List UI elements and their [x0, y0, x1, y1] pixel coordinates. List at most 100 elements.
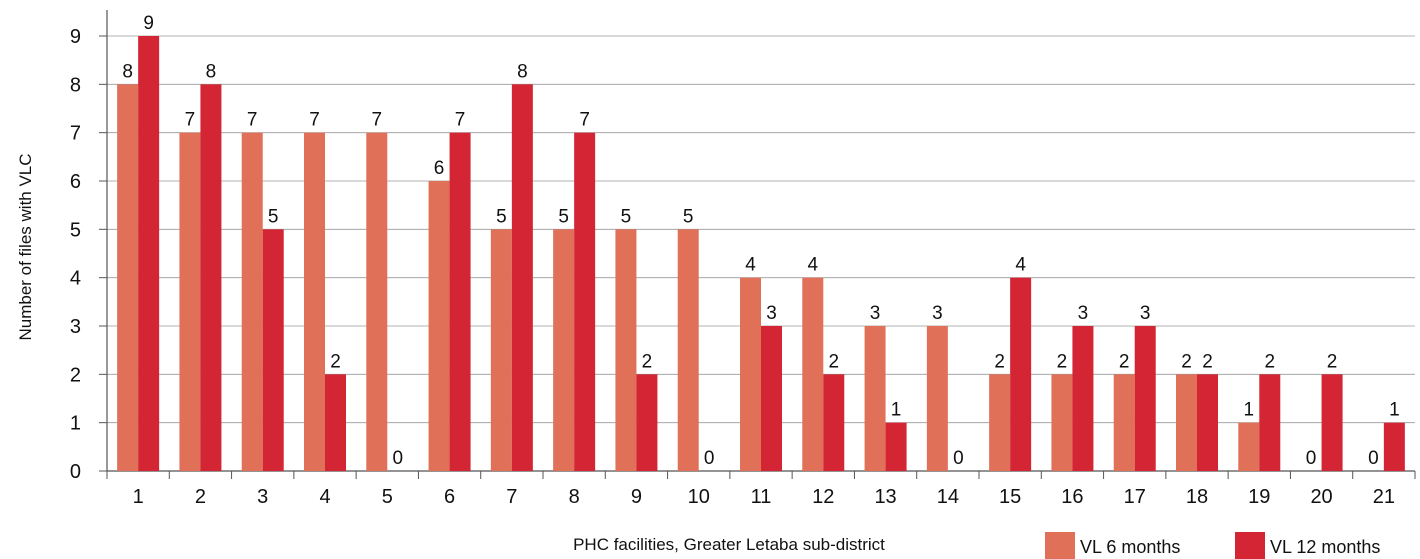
bar-vl-6-months-18: [1176, 374, 1197, 471]
x-tick-label-4: 4: [319, 486, 330, 508]
data-label-vl-12-months-4: 2: [330, 351, 341, 372]
bar-vl-6-months-2: [179, 132, 201, 471]
data-label-vl-12-months-13: 1: [891, 400, 902, 421]
data-label-vl-6-months-1: 8: [122, 61, 133, 82]
legend-label-vl-6-months: VL 6 months: [1080, 537, 1180, 557]
x-tick-label-20: 20: [1310, 486, 1332, 508]
data-label-vl-12-months-6: 7: [455, 110, 466, 131]
y-tick-label-0: 0: [70, 461, 81, 483]
data-label-vl-12-months-7: 8: [517, 61, 528, 82]
bar-vl-6-months-19: [1238, 422, 1260, 471]
bar-vl-6-months-9: [615, 229, 637, 471]
data-label-vl-12-months-3: 5: [268, 206, 279, 227]
bar-vl-12-months-6: [449, 132, 471, 471]
x-tick-label-17: 17: [1124, 486, 1146, 508]
data-label-vl-6-months-19: 1: [1243, 400, 1254, 421]
data-label-vl-12-months-19: 2: [1264, 351, 1275, 372]
data-label-vl-12-months-12: 2: [828, 351, 839, 372]
legend-label-vl-12-months: VL 12 months: [1270, 537, 1380, 557]
bar-vl-6-months-17: [1113, 374, 1135, 471]
bar-vl-6-months-1: [117, 84, 139, 471]
data-label-vl-12-months-17: 3: [1140, 303, 1151, 324]
x-tick-label-10: 10: [688, 486, 710, 508]
bar-vl-12-months-11: [761, 326, 782, 471]
x-tick-label-13: 13: [874, 486, 896, 508]
bar-vl-12-months-16: [1072, 326, 1094, 471]
data-label-vl-12-months-1: 9: [143, 13, 154, 34]
bar-vl-12-months-21: [1383, 422, 1405, 471]
bar-vl-6-months-10: [677, 229, 699, 471]
data-label-vl-6-months-17: 2: [1119, 351, 1130, 372]
bar-vl-12-months-17: [1134, 326, 1156, 471]
x-tick-label-18: 18: [1186, 486, 1208, 508]
bar-vl-6-months-13: [864, 326, 886, 471]
bar-vl-12-months-20: [1321, 374, 1343, 471]
y-tick-label-4: 4: [70, 268, 81, 290]
bar-vl-12-months-2: [200, 84, 222, 471]
x-tick-label-16: 16: [1061, 486, 1083, 508]
data-label-vl-6-months-7: 5: [496, 206, 507, 227]
data-label-vl-12-months-18: 2: [1202, 351, 1213, 372]
bar-vl-6-months-11: [740, 277, 761, 471]
y-tick-label-1: 1: [70, 413, 81, 435]
bar-vl-6-months-14: [926, 326, 948, 471]
data-label-vl-12-months-20: 2: [1327, 351, 1338, 372]
x-tick-label-7: 7: [506, 486, 517, 508]
x-tick-label-3: 3: [257, 486, 268, 508]
x-tick-label-6: 6: [444, 486, 455, 508]
data-label-vl-12-months-10: 0: [704, 448, 715, 469]
bar-vl-12-months-15: [1010, 277, 1032, 471]
data-label-vl-6-months-2: 7: [185, 110, 196, 131]
x-tick-label-11: 11: [751, 486, 772, 508]
bar-vl-6-months-6: [428, 181, 450, 471]
bar-vl-12-months-19: [1259, 374, 1281, 471]
data-label-vl-12-months-11: 3: [766, 303, 777, 324]
x-tick-label-14: 14: [937, 486, 959, 508]
bar-vl-6-months-15: [989, 374, 1011, 471]
y-tick-label-6: 6: [70, 171, 81, 193]
y-tick-label-9: 9: [70, 26, 81, 48]
data-label-vl-6-months-13: 3: [870, 303, 881, 324]
legend-swatch-vl-6-months: [1045, 532, 1075, 559]
x-tick-label-5: 5: [382, 486, 393, 508]
bar-vl-12-months-12: [823, 374, 845, 471]
bar-vl-6-months-3: [241, 132, 263, 471]
data-label-vl-6-months-14: 3: [932, 303, 943, 324]
y-tick-label-2: 2: [70, 364, 81, 386]
y-axis-title: Number of files with VLC: [16, 153, 35, 340]
data-label-vl-6-months-8: 5: [558, 206, 569, 227]
bar-vl-12-months-9: [636, 374, 658, 471]
data-label-vl-6-months-6: 6: [434, 158, 445, 179]
data-label-vl-12-months-5: 0: [392, 448, 403, 469]
bar-vl-12-months-7: [511, 84, 533, 471]
legend-swatch-vl-12-months: [1235, 532, 1265, 559]
data-label-vl-6-months-16: 2: [1057, 351, 1068, 372]
bar-vl-12-months-8: [574, 132, 596, 471]
x-tick-label-12: 12: [812, 486, 834, 508]
x-tick-label-19: 19: [1248, 486, 1270, 508]
data-label-vl-6-months-18: 2: [1181, 351, 1192, 372]
data-label-vl-6-months-20: 0: [1306, 448, 1317, 469]
x-tick-label-2: 2: [195, 486, 206, 508]
data-label-vl-6-months-12: 4: [807, 255, 818, 276]
y-tick-label-7: 7: [70, 123, 81, 145]
data-label-vl-6-months-3: 7: [247, 110, 258, 131]
data-label-vl-6-months-21: 0: [1368, 448, 1379, 469]
bar-vl-6-months-16: [1051, 374, 1073, 471]
bar-vl-12-months-3: [262, 229, 284, 471]
bar-vl-12-months-18: [1197, 374, 1218, 471]
y-tick-label-3: 3: [70, 316, 81, 338]
data-label-vl-12-months-8: 7: [579, 110, 590, 131]
x-tick-label-15: 15: [999, 486, 1021, 508]
data-label-vl-6-months-9: 5: [621, 206, 632, 227]
bars: [117, 36, 1405, 471]
bar-vl-12-months-13: [885, 422, 907, 471]
x-tick-label-9: 9: [631, 486, 642, 508]
bar-vl-6-months-8: [553, 229, 575, 471]
data-label-vl-12-months-15: 4: [1015, 255, 1026, 276]
bar-vl-6-months-12: [802, 277, 824, 471]
